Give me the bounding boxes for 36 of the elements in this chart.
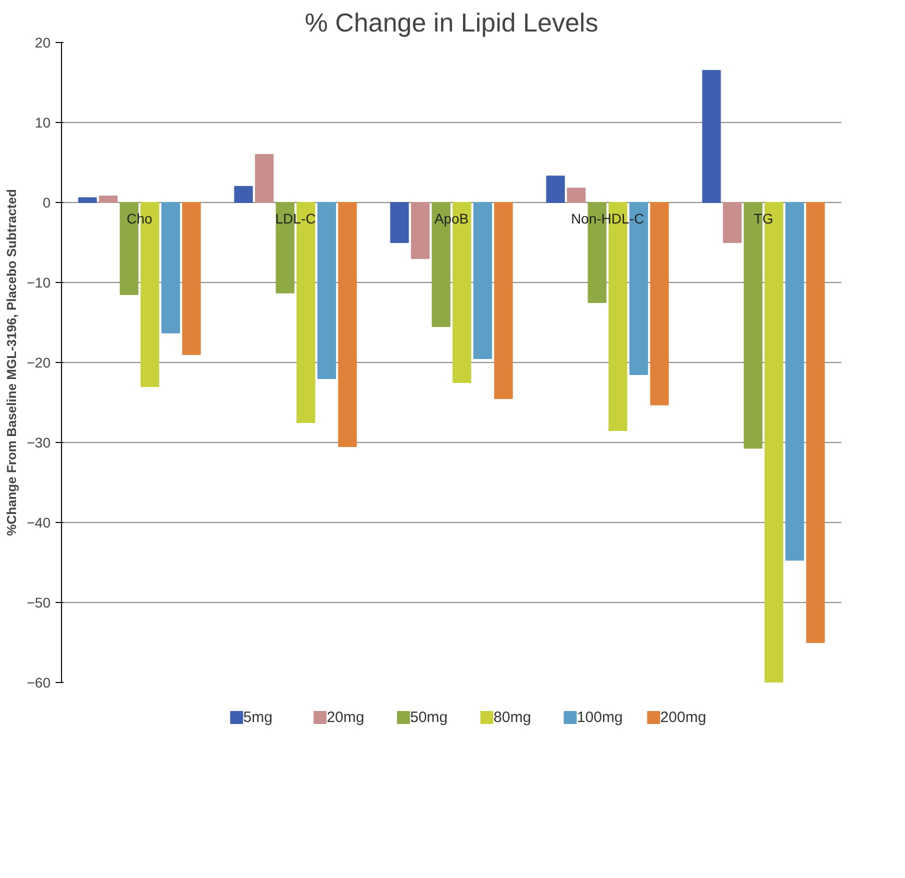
bar (254, 154, 274, 203)
bar (722, 202, 742, 243)
y-tick-label: −10 (26, 274, 51, 290)
y-tick-label: 20 (34, 34, 51, 50)
legend-label: 80mg (494, 709, 532, 726)
y-axis-title: %Change From Baseline MGL-3196, Placebo Subtracted (4, 189, 19, 536)
legend-label: 5mg (243, 709, 272, 726)
legend-label: 100mg (576, 709, 623, 726)
y-tick-label: 0 (42, 194, 51, 210)
bar (650, 202, 669, 406)
y-tick-label: 10 (34, 114, 51, 130)
y-tick-label: −30 (26, 434, 51, 450)
bar (234, 186, 253, 203)
bar (702, 70, 721, 203)
bar (78, 197, 97, 203)
legend-label: 50mg (410, 709, 448, 726)
bar (806, 202, 825, 643)
bar (161, 202, 180, 334)
bar (182, 202, 201, 355)
chart-title: % Change in Lipid Levels (304, 8, 598, 38)
legend-label: 20mg (326, 709, 364, 726)
bar (390, 202, 409, 243)
y-tick-label: −20 (26, 354, 51, 370)
bar (338, 202, 357, 447)
bar (785, 202, 804, 561)
bar (473, 202, 492, 359)
y-tick-label: −40 (26, 514, 51, 530)
bar (98, 196, 118, 203)
bar (494, 202, 513, 399)
bar (566, 188, 586, 203)
bar (546, 176, 565, 203)
y-tick-label: −60 (26, 674, 51, 690)
y-tick-label: −50 (26, 594, 51, 610)
bar (410, 202, 430, 259)
legend-label: 200mg (660, 709, 706, 726)
bar (317, 202, 336, 379)
